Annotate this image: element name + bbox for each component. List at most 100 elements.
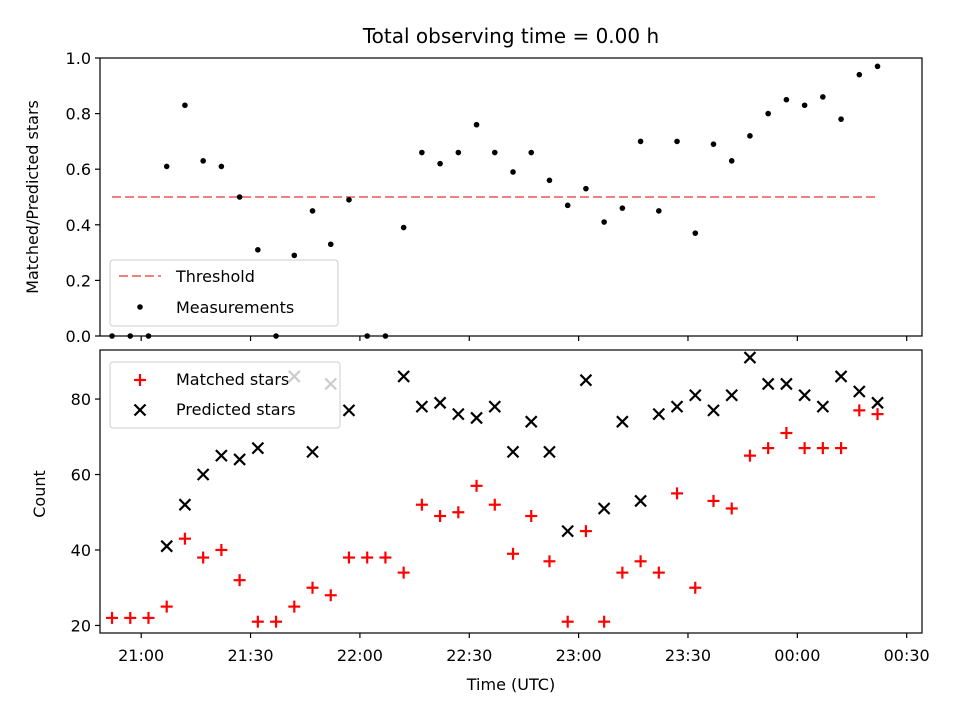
predicted-point — [342, 404, 356, 417]
measurement-point — [728, 158, 735, 164]
predicted-point — [780, 377, 793, 391]
ratio-panel: 0.0 0.2 0.4 0.6 0.8 1.0 Matched/Predicted sta… — [23, 49, 923, 346]
measurement-point — [145, 333, 152, 339]
predicted-point — [160, 539, 173, 553]
matched-point — [543, 555, 556, 568]
matched-point — [452, 506, 465, 519]
measurement-point — [710, 141, 717, 147]
measurement-point — [619, 205, 626, 211]
count-legend: Matched stars Predicted stars — [109, 361, 341, 429]
count-y-tick-label: 20 — [71, 616, 91, 635]
x-tick-label: 21:00 — [118, 646, 164, 665]
predicted-point — [543, 445, 556, 459]
matched-point — [160, 600, 173, 613]
predicted-point — [452, 407, 465, 421]
matched-point — [561, 615, 574, 628]
matched-point — [288, 600, 301, 613]
count-y-tick-label: 40 — [71, 541, 91, 560]
ratio-y-tick-label: 0.8 — [66, 105, 91, 124]
measurement-point — [583, 185, 589, 192]
measurement-point — [473, 121, 480, 128]
matched-point — [762, 442, 775, 455]
predicted-point — [470, 411, 483, 425]
measurement-point — [455, 149, 462, 156]
matched-point — [215, 543, 228, 556]
predicted-point — [871, 396, 884, 410]
count-x-ticks: 21:00 21:30 22:00 22:30 23:00 23:30 00:00 00:30 — [118, 633, 930, 665]
measurement-point — [291, 252, 298, 259]
matched-point — [106, 611, 119, 624]
matched-point — [525, 510, 538, 523]
legend-measurement-label: Measurements — [176, 298, 294, 317]
predicted-point — [743, 351, 757, 364]
matched-point — [616, 566, 629, 579]
measurement-point — [874, 63, 881, 70]
matched-point — [361, 551, 374, 564]
predicted-point — [251, 441, 265, 455]
predicted-point — [579, 373, 593, 387]
matched-point — [853, 404, 866, 417]
measurement-point — [692, 230, 699, 236]
x-tick-label: 23:30 — [665, 646, 711, 665]
x-tick-label: 21:30 — [227, 646, 273, 665]
predicted-point — [215, 449, 228, 462]
ratio-y-tick-label: 0.6 — [66, 160, 91, 179]
predicted-point — [761, 377, 775, 391]
matched-point — [634, 555, 647, 568]
count-y-tick-label: 60 — [71, 466, 91, 485]
ratio-y-label: Matched/Predicted stars — [23, 100, 42, 294]
matched-point — [434, 510, 447, 523]
matched-point — [507, 547, 520, 560]
count-y-ticks: 20 40 60 80 — [71, 390, 100, 635]
ratio-y-tick-label: 0.2 — [66, 271, 91, 290]
x-tick-label: 22:30 — [446, 646, 492, 665]
predicted-point — [707, 404, 720, 417]
count-panel: 20 40 60 80 21:00 21:30 22:00 22:30 23:00 23:30 0… — [30, 349, 930, 694]
measurement-point — [236, 194, 243, 200]
predicted-point — [196, 468, 210, 481]
count-y-label: Count — [30, 470, 49, 518]
measurement-point — [656, 208, 662, 214]
matched-point — [816, 442, 829, 455]
matched-point — [743, 449, 756, 462]
measurement-point — [182, 102, 188, 109]
predicted-point — [798, 389, 811, 402]
predicted-point — [506, 445, 520, 459]
x-tick-label: 00:00 — [774, 646, 820, 665]
matched-point — [707, 494, 720, 507]
matched-points — [106, 404, 884, 628]
matched-point — [178, 532, 191, 545]
measurement-point — [491, 149, 498, 156]
measurement-points — [109, 63, 881, 339]
measurement-point — [564, 202, 571, 209]
measurement-point — [309, 208, 316, 214]
matched-point — [871, 408, 884, 421]
predicted-point — [306, 445, 319, 459]
matched-point — [470, 479, 483, 492]
x-tick-label: 23:00 — [556, 646, 602, 665]
measurement-point — [346, 196, 352, 203]
matched-point — [671, 487, 684, 500]
predicted-point — [634, 494, 647, 508]
measurement-point — [801, 102, 808, 109]
matched-point — [306, 581, 319, 594]
matched-point — [598, 615, 611, 628]
measurement-point — [601, 219, 607, 225]
measurement-point — [528, 149, 535, 156]
matched-point — [397, 566, 410, 579]
measurement-point — [674, 138, 680, 145]
ratio-legend-box — [109, 259, 339, 327]
predicted-point — [597, 502, 611, 515]
ratio-y-tick-label: 1.0 — [66, 49, 91, 68]
predicted-point — [834, 370, 848, 383]
predicted-point — [433, 396, 447, 410]
predicted-point — [488, 400, 502, 413]
predicted-point — [415, 400, 429, 413]
legend-threshold-label: Threshold — [175, 267, 255, 286]
matched-point — [142, 611, 155, 624]
measurement-point — [510, 169, 516, 175]
matched-point — [835, 442, 848, 455]
matched-point — [251, 615, 264, 628]
predicted-point — [524, 415, 538, 428]
predicted-point — [725, 389, 738, 402]
